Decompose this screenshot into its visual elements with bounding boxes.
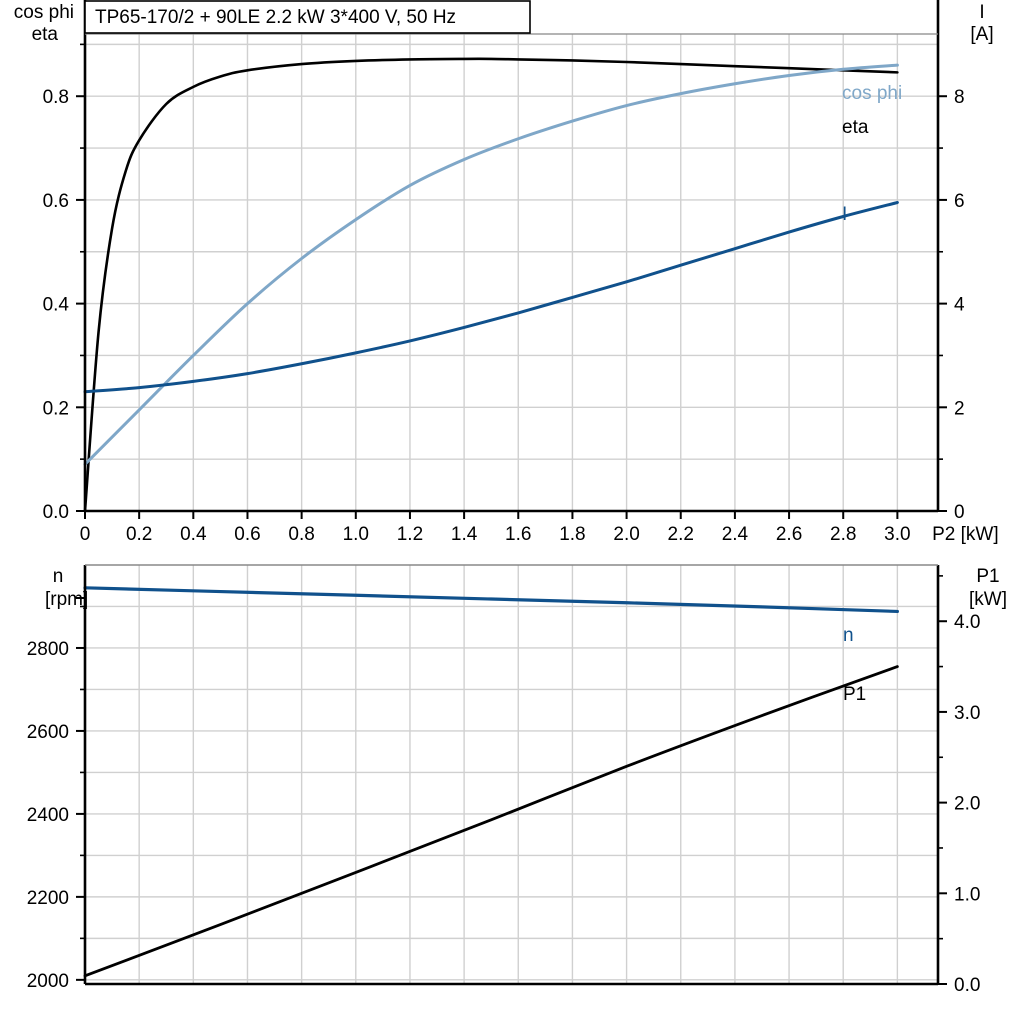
top-curve-label-current: I bbox=[842, 204, 847, 225]
top-right-axis-title-current: I bbox=[979, 2, 984, 23]
bottom-left-axis-title-unit: [rpm] bbox=[45, 589, 88, 610]
top-right-tick-label: 6 bbox=[954, 191, 965, 212]
top-x-tick-label: 0.6 bbox=[234, 524, 260, 545]
top-curve-I bbox=[83, 201, 899, 394]
top-plot-background bbox=[85, 34, 938, 511]
top-x-tick-label: 2.6 bbox=[776, 524, 802, 545]
bottom-left-axis-title-n: n bbox=[53, 566, 64, 587]
top-curve-eta bbox=[83, 57, 899, 513]
bottom-right-tick-label: 4.0 bbox=[954, 612, 980, 633]
top-x-tick-label: 1.6 bbox=[505, 524, 531, 545]
top-curve-label-eta: eta bbox=[842, 117, 869, 138]
bottom-curve-P1 bbox=[83, 665, 899, 978]
bottom-left-tick-label: 2200 bbox=[27, 888, 69, 909]
bottom-right-tick-label: 1.0 bbox=[954, 884, 980, 905]
top-x-tick-label: 1.4 bbox=[451, 524, 478, 545]
top-right-axis-title-unit: [A] bbox=[970, 24, 993, 45]
bottom-right-tick-label: 3.0 bbox=[954, 703, 980, 724]
top-left-tick-label: 0.2 bbox=[43, 398, 69, 419]
top-curve-cos-phi bbox=[83, 63, 899, 466]
top-x-tick-label: 2.2 bbox=[668, 524, 694, 545]
top-right-tick-label: 4 bbox=[954, 295, 965, 316]
top-x-axis-title: P2 [kW] bbox=[932, 524, 999, 545]
bottom-right-tick-label: 2.0 bbox=[954, 794, 980, 815]
top-x-tick-label: 1.2 bbox=[397, 524, 423, 545]
top-right-tick-label: 0 bbox=[954, 502, 965, 523]
bottom-curve-label-p1: P1 bbox=[843, 684, 866, 705]
top-x-tick-label: 1.0 bbox=[343, 524, 369, 545]
top-x-tick-label: 2.0 bbox=[613, 524, 639, 545]
bottom-left-tick-label: 2000 bbox=[27, 971, 69, 992]
top-x-tick-label: 3.0 bbox=[884, 524, 910, 545]
bottom-right-tick-label: 0.0 bbox=[954, 975, 980, 996]
title-box bbox=[84, 0, 531, 34]
chart-title: TP65-170/2 + 90LE 2.2 kW 3*400 V, 50 Hz bbox=[95, 7, 456, 28]
bottom-left-tick-label: 2600 bbox=[27, 722, 69, 743]
top-x-tick-label: 1.8 bbox=[559, 524, 585, 545]
top-left-tick-label: 0.0 bbox=[43, 502, 69, 523]
bottom-curve-n bbox=[83, 586, 899, 614]
bottom-right-axis-title-unit: [kW] bbox=[969, 589, 1007, 610]
top-x-tick-label: 0.8 bbox=[288, 524, 314, 545]
bottom-left-tick-label: 2400 bbox=[27, 805, 69, 826]
top-curve-label-cos-phi: cos phi bbox=[842, 83, 902, 104]
top-x-tick-label: 2.4 bbox=[722, 524, 749, 545]
top-left-tick-label: 0.6 bbox=[43, 191, 69, 212]
top-x-tick-label: 0 bbox=[80, 524, 91, 545]
bottom-chart-group: 200022002400260028000.01.02.03.04.0n[rpm… bbox=[27, 564, 1007, 996]
bottom-left-tick-label: 2800 bbox=[27, 639, 69, 660]
top-chart-group: TP65-170/2 + 90LE 2.2 kW 3*400 V, 50 Hz c… bbox=[14, 0, 999, 545]
top-x-tick-label: 0.4 bbox=[180, 524, 207, 545]
bottom-right-axis-title-p1: P1 bbox=[976, 566, 999, 587]
top-left-axis-title-cosphi: cos phi bbox=[14, 2, 74, 23]
bottom-plot-background bbox=[85, 565, 938, 984]
top-left-tick-label: 0.4 bbox=[43, 295, 70, 316]
top-x-tick-label: 0.2 bbox=[126, 524, 152, 545]
top-right-tick-label: 2 bbox=[954, 398, 965, 419]
top-left-tick-label: 0.8 bbox=[43, 87, 69, 108]
top-left-axis-title-eta: eta bbox=[32, 24, 59, 45]
bottom-curve-label-n: n bbox=[843, 625, 854, 646]
top-right-tick-label: 8 bbox=[954, 87, 965, 108]
top-x-tick-label: 2.8 bbox=[830, 524, 856, 545]
